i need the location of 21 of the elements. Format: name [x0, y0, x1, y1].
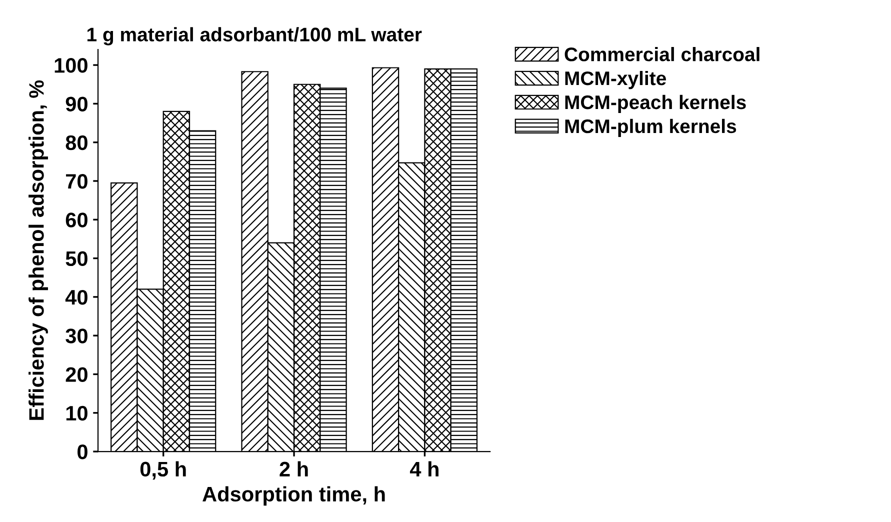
y-tick-label: 50 — [66, 251, 88, 266]
y-tick-label: 70 — [66, 174, 88, 189]
y-tick-label: 10 — [66, 406, 88, 421]
legend-label: Commercial charcoal — [564, 46, 760, 62]
y-tick-label: 20 — [66, 367, 88, 382]
y-tick-label: 100 — [54, 58, 88, 73]
y-tick-label: 90 — [66, 96, 88, 112]
x-tick-label: 2 h — [280, 461, 308, 476]
y-tick-label: 30 — [66, 328, 88, 344]
y-tick-label: 60 — [66, 212, 88, 228]
legend-label: MCM-xylite — [565, 70, 666, 90]
x-axis-title: Adsorption time, h — [202, 486, 385, 506]
x-tick-label: 0,5 h — [140, 461, 186, 480]
legend-label: MCM-plum kernels — [565, 118, 736, 137]
y-tick-label: 0 — [78, 444, 88, 460]
y-axis-title: Efficiency of phenol adsorption, % — [28, 80, 48, 420]
x-tick-label: 4 h — [410, 461, 438, 476]
legend-label: MCM-peach kernels — [565, 94, 746, 114]
chart-title: 1 g material adsorbant/100 mL water — [87, 27, 422, 46]
y-tick-label: 80 — [66, 135, 88, 150]
y-tick-label: 40 — [65, 290, 88, 305]
